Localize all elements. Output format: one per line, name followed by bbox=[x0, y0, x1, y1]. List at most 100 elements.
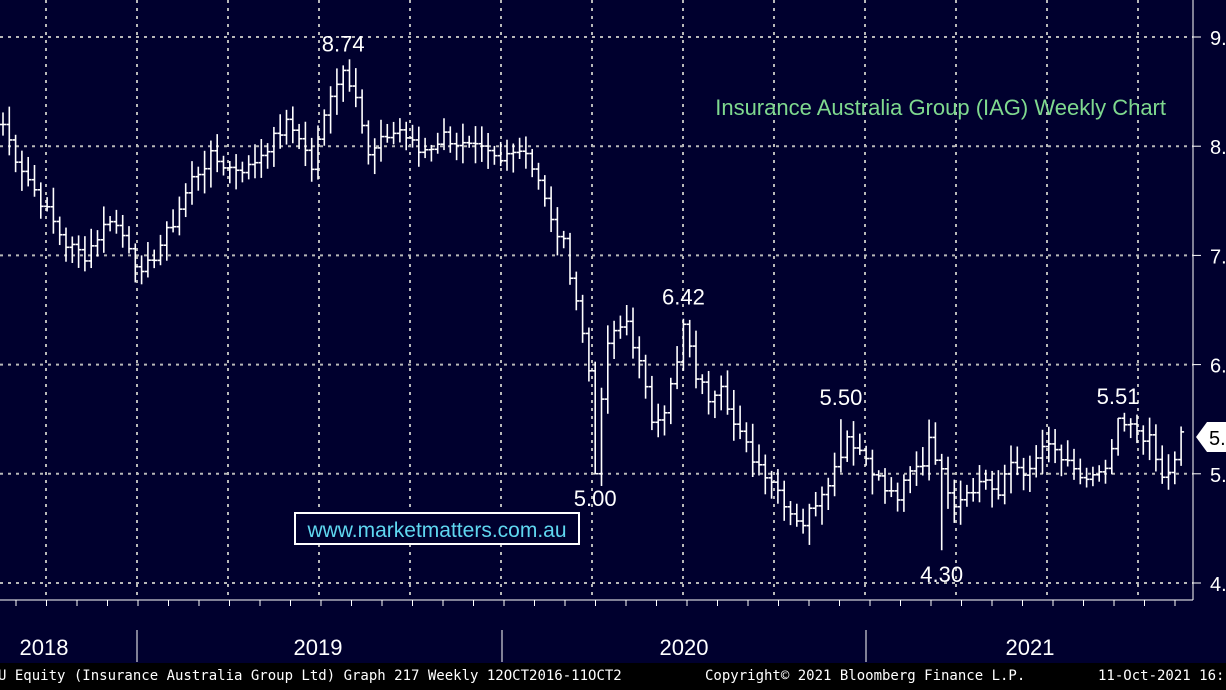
ohlc-bar bbox=[749, 423, 756, 477]
ohlc-bar bbox=[1121, 412, 1128, 432]
ohlc-bar bbox=[252, 144, 258, 179]
ohlc-bar bbox=[94, 230, 101, 257]
ohlc-bar bbox=[1102, 459, 1109, 484]
ohlc-bar bbox=[705, 370, 712, 415]
ohlc-bar bbox=[270, 126, 277, 167]
ohlc-bar bbox=[1089, 466, 1096, 487]
footer-datetime: 11-Oct-2021 16: bbox=[1098, 668, 1225, 684]
ohlc-bar bbox=[0, 112, 6, 136]
ohlc-bar bbox=[567, 232, 573, 285]
ohlc-bar bbox=[459, 123, 466, 164]
ohlc-bar bbox=[359, 89, 366, 134]
price-annotation: 5.50 bbox=[819, 385, 862, 410]
ohlc-bar bbox=[800, 508, 807, 534]
ohlc-bar bbox=[296, 123, 303, 150]
ohlc-bar bbox=[756, 444, 762, 476]
ohlc-bar bbox=[1165, 454, 1172, 490]
ohlc-bar bbox=[239, 161, 246, 183]
watermark-box bbox=[294, 512, 580, 545]
ohlc-bar bbox=[75, 235, 82, 268]
axes: 9. 8. 7. 6. 5. 4. 2018 2019 2020 2021 bbox=[0, 0, 1226, 662]
ohlc-bar bbox=[541, 175, 548, 207]
ohlc-bar bbox=[396, 118, 403, 143]
ohlc-bar bbox=[693, 330, 699, 389]
ohlc-bar bbox=[126, 226, 132, 254]
ohlc-bar bbox=[214, 134, 221, 173]
ohlc-bar bbox=[144, 242, 151, 278]
ohlc-bar bbox=[774, 469, 781, 504]
ohlc-bar bbox=[812, 491, 819, 517]
ohlc-bar bbox=[453, 132, 460, 161]
ohlc-bar bbox=[44, 197, 51, 212]
ohlc-bar bbox=[982, 469, 989, 490]
ohlc-bar bbox=[119, 214, 126, 248]
ohlc-bar bbox=[724, 370, 731, 415]
ohlc-bar bbox=[932, 422, 939, 465]
ohlc-bar bbox=[1115, 417, 1122, 456]
ohlc-bar bbox=[617, 315, 624, 339]
ohlc-bar bbox=[315, 125, 321, 180]
price-annotation: 6.42 bbox=[662, 285, 705, 310]
watermark-text: www.marketmatters.com.au bbox=[306, 519, 566, 542]
ohlc-bar bbox=[579, 294, 586, 343]
ohlc-bar bbox=[1146, 417, 1153, 461]
ohlc-bar bbox=[1077, 458, 1084, 485]
ohlc-bar bbox=[233, 154, 240, 190]
ohlc-bar bbox=[1008, 445, 1014, 494]
ohlc-bar bbox=[283, 109, 290, 145]
ohlc-bar bbox=[510, 143, 517, 173]
ohlc-bar bbox=[875, 470, 882, 481]
ohlc-bar bbox=[768, 470, 775, 499]
price-annotation: 8.74 bbox=[322, 31, 365, 56]
ohlc-bar bbox=[989, 470, 996, 508]
ohlc-bar bbox=[289, 106, 296, 144]
ohlc-bar bbox=[352, 68, 359, 108]
ohlc-bar bbox=[1014, 446, 1021, 476]
ohlc-bar bbox=[258, 138, 265, 178]
ohlc-bar bbox=[1178, 426, 1185, 466]
chart-title: Insurance Australia Group (IAG) Weekly C… bbox=[715, 95, 1166, 120]
ohlc-bar bbox=[938, 453, 945, 551]
ohlc-bar bbox=[220, 155, 227, 176]
ohlc-bar bbox=[264, 143, 271, 169]
ohlc-bar bbox=[831, 452, 838, 497]
ohlc-bar bbox=[88, 228, 95, 269]
ohlc-bar bbox=[504, 139, 510, 171]
ohlc-bar bbox=[18, 150, 25, 191]
ohlc-bar bbox=[81, 236, 88, 272]
ohlc-bar bbox=[1064, 440, 1071, 467]
ohlc-bar bbox=[491, 145, 498, 165]
ohlc-bar bbox=[195, 166, 202, 191]
ohlc-bar bbox=[630, 307, 636, 359]
ohlc-bar bbox=[226, 161, 233, 184]
ohlc-bar bbox=[327, 86, 334, 134]
ohlc-bar bbox=[340, 65, 347, 102]
ohlc-bar bbox=[56, 216, 63, 246]
ohlc-bar bbox=[170, 209, 177, 233]
ohlc-bar bbox=[1083, 467, 1090, 488]
ohlc-bar bbox=[1096, 465, 1103, 482]
y-tick-label: 6. bbox=[1210, 356, 1226, 378]
ohlc-bar bbox=[686, 319, 693, 358]
grid-lines bbox=[0, 0, 1193, 600]
ohlc-bar bbox=[50, 187, 57, 234]
ohlc-bar bbox=[888, 477, 895, 498]
ohlc-bar bbox=[403, 121, 410, 151]
ohlc-bar bbox=[711, 390, 718, 419]
ohlc-bar bbox=[333, 68, 340, 115]
ohlc-bar bbox=[69, 236, 76, 263]
ohlc-bar bbox=[573, 271, 580, 311]
ohlc-bar bbox=[970, 478, 977, 502]
ohlc-bar bbox=[919, 447, 926, 476]
ohlc-bar bbox=[176, 196, 183, 236]
x-tick-label: 2018 bbox=[20, 635, 69, 660]
ohlc-bar bbox=[907, 466, 914, 494]
ohlc-bar bbox=[100, 206, 107, 253]
ohlc-bar bbox=[113, 209, 120, 234]
ohlc-bar bbox=[466, 135, 473, 148]
ohlc-bar bbox=[390, 121, 397, 145]
ohlc-bar bbox=[882, 468, 888, 504]
ohlc-bar bbox=[138, 255, 145, 285]
chart-labels: 8.74 5.00 6.42 5.50 4.30 5.51 Insurance Austra… bbox=[294, 31, 1226, 587]
ohlc-bar bbox=[63, 227, 69, 262]
